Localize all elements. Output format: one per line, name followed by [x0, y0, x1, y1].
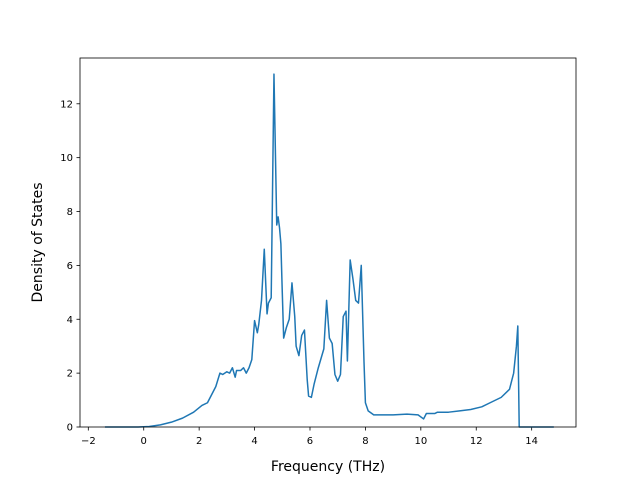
x-tick-label: −2	[81, 436, 96, 447]
x-tick-label: 6	[307, 436, 313, 447]
y-tick-label: 0	[67, 423, 73, 434]
x-tick-label: 4	[251, 436, 257, 447]
plot-frame	[79, 57, 577, 428]
y-tick-label: 6	[67, 261, 73, 272]
x-axis-ticks: −2 0 2 4 6 8 10 12 14	[81, 427, 538, 447]
y-axis-ticks: 0 2 4 6 8 10 12	[60, 99, 80, 434]
y-tick-label: 2	[67, 369, 73, 380]
plot-area	[80, 58, 576, 427]
x-tick-label: 10	[414, 436, 427, 447]
y-tick-label: 12	[60, 99, 73, 110]
x-tick-label: 0	[141, 436, 147, 447]
x-tick-label: 8	[362, 436, 368, 447]
y-tick-label: 10	[60, 153, 73, 164]
y-tick-label: 4	[67, 315, 73, 326]
dos-series-line	[104, 73, 554, 428]
y-axis-label: Density of States	[30, 183, 46, 303]
x-tick-label: 14	[525, 436, 538, 447]
x-tick-label: 12	[470, 436, 483, 447]
x-axis-label: Frequency (THz)	[271, 459, 385, 475]
x-tick-label: 2	[196, 436, 202, 447]
y-tick-label: 8	[67, 207, 73, 218]
